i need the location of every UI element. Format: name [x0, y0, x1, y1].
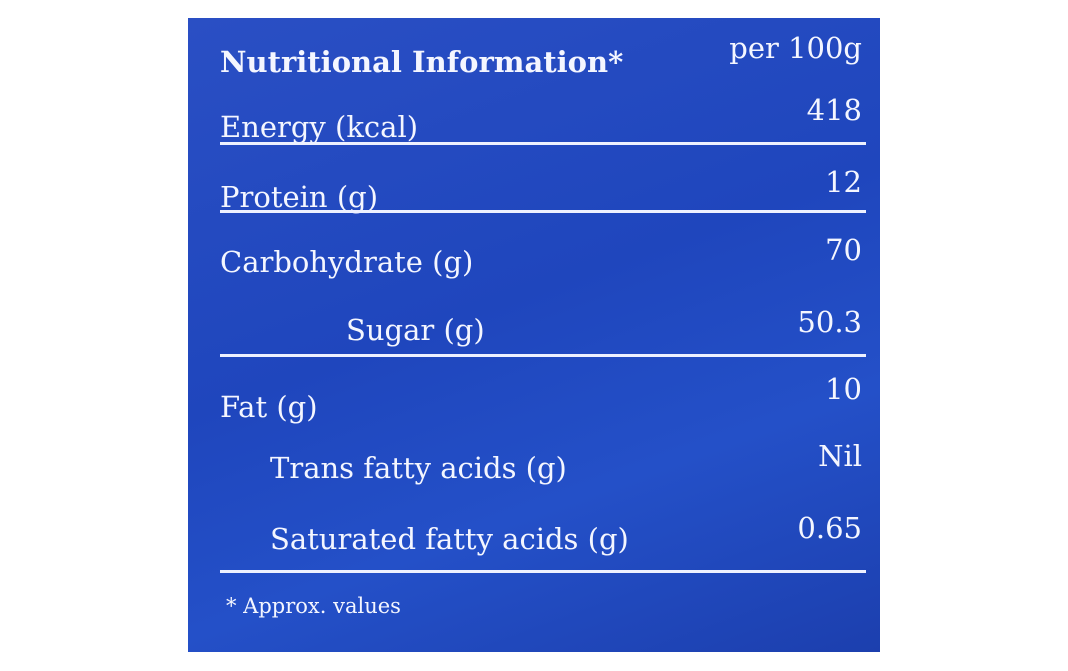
row-value: 70: [825, 233, 862, 267]
row-label: Trans fatty acids (g): [270, 451, 567, 485]
row-value: 12: [825, 165, 862, 199]
rule: [220, 354, 866, 357]
row-value: 10: [825, 372, 862, 406]
row-label: Saturated fatty acids (g): [270, 522, 629, 556]
row-label: Sugar (g): [346, 313, 485, 347]
row-value: 418: [806, 93, 862, 127]
row-label: Carbohydrate (g): [220, 245, 474, 279]
nutrition-panel: Nutritional Information* per 100g Energy…: [188, 18, 880, 652]
footnote: * Approx. values: [226, 594, 401, 618]
table-title: Nutritional Information*: [220, 45, 624, 79]
row-label: Energy (kcal): [220, 110, 419, 144]
rule: [220, 142, 866, 145]
row-value: 0.65: [797, 511, 862, 545]
rule: [220, 570, 866, 573]
rule: [220, 210, 866, 213]
column-unit: per 100g: [729, 31, 862, 65]
row-value: 50.3: [797, 305, 862, 339]
row-value: Nil: [818, 439, 862, 473]
row-label: Fat (g): [220, 390, 318, 424]
row-label: Protein (g): [220, 180, 379, 214]
